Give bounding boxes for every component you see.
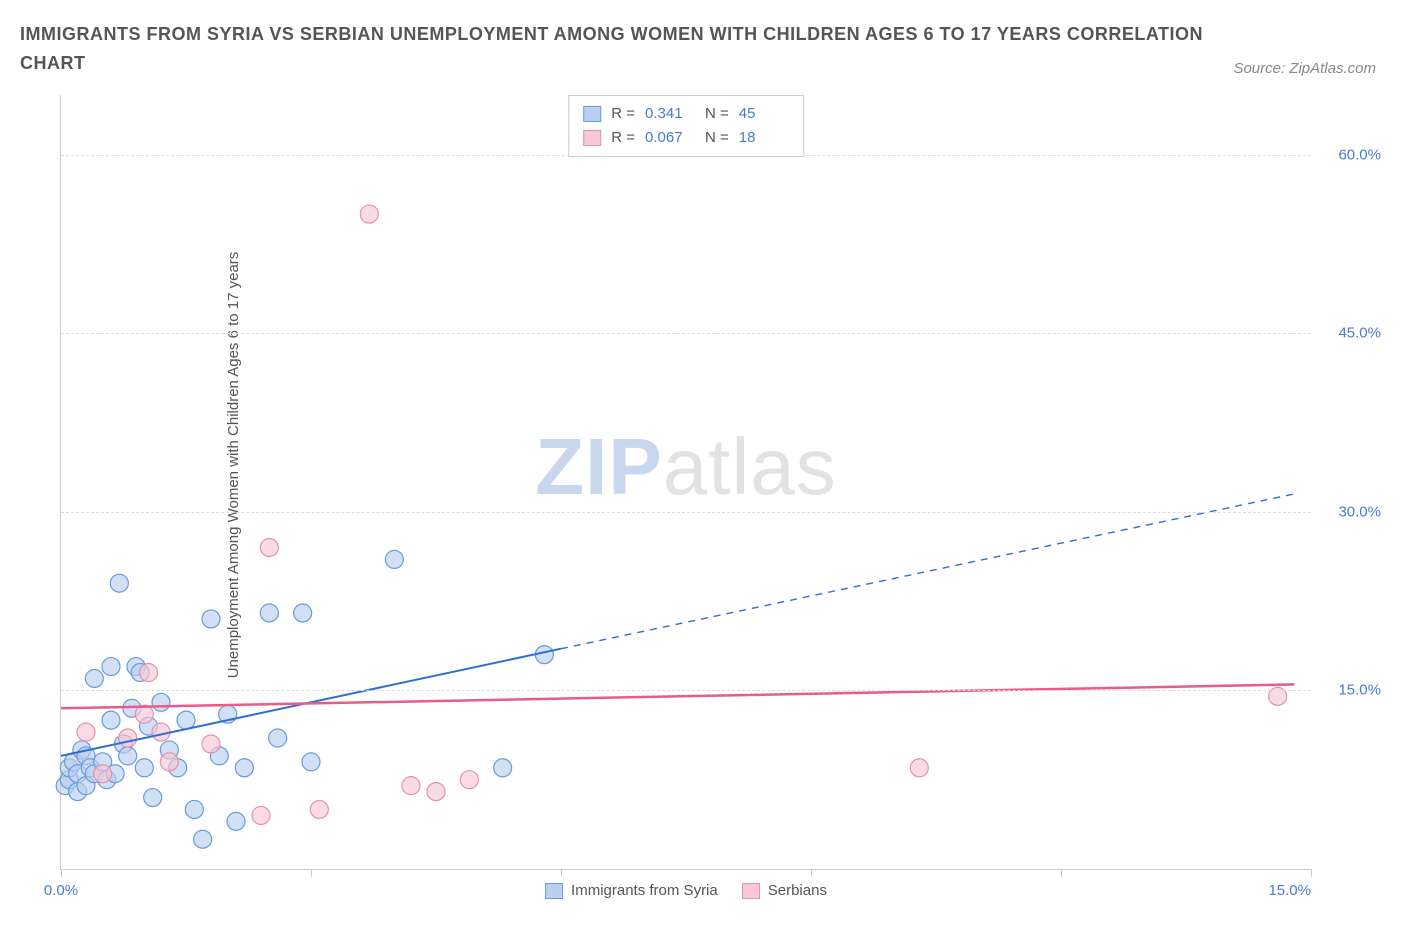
data-point — [77, 723, 95, 741]
data-point — [144, 789, 162, 807]
legend-label-serbian: Serbians — [768, 882, 827, 899]
x-tick — [1311, 869, 1312, 877]
n-value-syria: 45 — [739, 102, 789, 126]
gridline — [61, 333, 1311, 334]
gridline — [61, 690, 1311, 691]
data-point — [402, 777, 420, 795]
data-point — [260, 538, 278, 556]
n-value-serbian: 18 — [739, 126, 789, 150]
data-point — [360, 205, 378, 223]
data-point — [460, 771, 478, 789]
data-point — [494, 759, 512, 777]
data-point — [102, 711, 120, 729]
data-point — [102, 658, 120, 676]
data-point — [427, 783, 445, 801]
x-tick — [811, 869, 812, 877]
swatch-serbian — [583, 130, 601, 146]
data-point — [152, 693, 170, 711]
x-tick — [561, 869, 562, 877]
legend-label-syria: Immigrants from Syria — [571, 882, 718, 899]
x-tick — [1061, 869, 1062, 877]
data-point — [294, 604, 312, 622]
chart-title: IMMIGRANTS FROM SYRIA VS SERBIAN UNEMPLO… — [20, 20, 1226, 78]
n-label: N = — [705, 126, 729, 150]
legend-item-syria: Immigrants from Syria — [545, 882, 718, 899]
data-point — [119, 747, 137, 765]
data-point — [177, 711, 195, 729]
x-tick-label: 15.0% — [1268, 882, 1311, 899]
stats-legend: R = 0.341 N = 45 R = 0.067 N = 18 — [568, 95, 804, 157]
r-value-syria: 0.341 — [645, 102, 695, 126]
stats-row-serbian: R = 0.067 N = 18 — [583, 126, 789, 150]
data-point — [535, 646, 553, 664]
data-point — [302, 753, 320, 771]
trend-line — [61, 684, 1294, 708]
y-tick-label: 60.0% — [1338, 146, 1381, 163]
data-point — [202, 610, 220, 628]
data-point — [235, 759, 253, 777]
n-label: N = — [705, 102, 729, 126]
data-point — [140, 664, 158, 682]
chart-plot-area: ZIPatlas R = 0.341 N = 45 R = 0.067 N = … — [60, 95, 1311, 870]
r-value-serbian: 0.067 — [645, 126, 695, 150]
series-legend: Immigrants from Syria Serbians — [545, 882, 827, 899]
data-point — [269, 729, 287, 747]
data-point — [119, 729, 137, 747]
scatter-plot-svg — [61, 95, 1311, 869]
data-point — [202, 735, 220, 753]
stats-row-syria: R = 0.341 N = 45 — [583, 102, 789, 126]
data-point — [385, 550, 403, 568]
data-point — [135, 759, 153, 777]
data-point — [160, 753, 178, 771]
y-tick-label: 45.0% — [1338, 325, 1381, 342]
swatch-syria-icon — [545, 883, 563, 899]
x-tick-label: 0.0% — [44, 882, 78, 899]
legend-item-serbian: Serbians — [742, 882, 827, 899]
data-point — [260, 604, 278, 622]
data-point — [252, 806, 270, 824]
data-point — [910, 759, 928, 777]
source-attribution: Source: ZipAtlas.com — [1233, 60, 1376, 77]
data-point — [227, 812, 245, 830]
y-tick-label: 15.0% — [1338, 682, 1381, 699]
r-label: R = — [611, 102, 635, 126]
swatch-syria — [583, 106, 601, 122]
data-point — [185, 800, 203, 818]
x-tick — [311, 869, 312, 877]
swatch-serbian-icon — [742, 883, 760, 899]
data-point — [85, 669, 103, 687]
x-tick — [61, 869, 62, 877]
data-point — [194, 830, 212, 848]
data-point — [110, 574, 128, 592]
gridline — [61, 512, 1311, 513]
trend-line-extrapolated — [561, 494, 1294, 649]
y-tick-label: 30.0% — [1338, 503, 1381, 520]
r-label: R = — [611, 126, 635, 150]
data-point — [310, 800, 328, 818]
data-point — [152, 723, 170, 741]
data-point — [94, 765, 112, 783]
